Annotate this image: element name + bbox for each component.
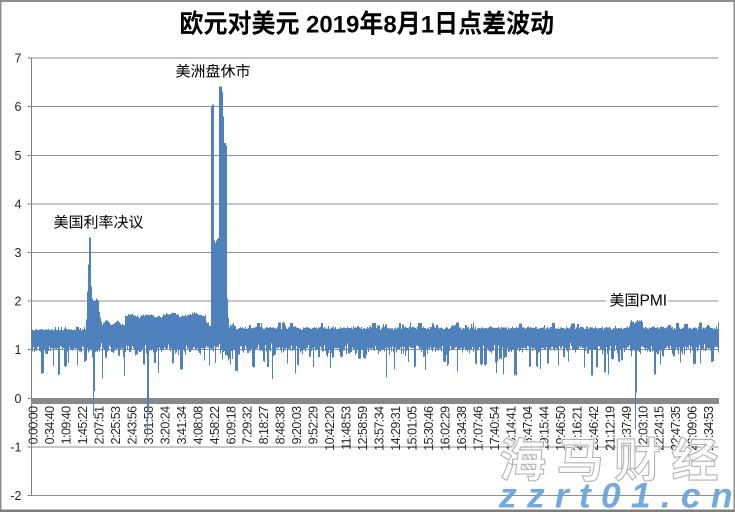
- svg-text:11:48:53: 11:48:53: [340, 406, 354, 450]
- svg-text:15:01:05: 15:01:05: [406, 406, 420, 451]
- svg-text:2019: 2019: [306, 12, 359, 39]
- svg-text:14:29:31: 14:29:31: [389, 406, 403, 451]
- svg-text:6: 6: [15, 100, 22, 114]
- svg-text:zzrt01.cn: zzrt01.cn: [498, 476, 735, 512]
- svg-text:3:01:58: 3:01:58: [142, 406, 156, 444]
- svg-text:2:43:56: 2:43:56: [125, 406, 139, 444]
- svg-text:-1: -1: [10, 440, 21, 454]
- svg-text:10:42:20: 10:42:20: [323, 406, 337, 451]
- svg-text:7:29:32: 7:29:32: [241, 406, 255, 444]
- svg-text:13:57:34: 13:57:34: [373, 406, 387, 451]
- svg-text:3:20:24: 3:20:24: [158, 406, 172, 444]
- svg-text:1:45:22: 1:45:22: [76, 406, 90, 444]
- svg-text:2:07:51: 2:07:51: [92, 406, 106, 444]
- svg-text:-2: -2: [10, 489, 21, 503]
- svg-text:2: 2: [15, 295, 22, 309]
- svg-text:16:34:38: 16:34:38: [455, 406, 469, 451]
- svg-text:7: 7: [15, 52, 22, 66]
- svg-text:17:40:54: 17:40:54: [488, 406, 502, 451]
- svg-text:4:58:22: 4:58:22: [208, 406, 222, 444]
- svg-text:22:03:10: 22:03:10: [636, 406, 650, 451]
- svg-text:1: 1: [15, 343, 22, 357]
- svg-text:8:18:27: 8:18:27: [257, 406, 271, 444]
- svg-text:3:41:34: 3:41:34: [175, 406, 189, 444]
- svg-text:9:20:03: 9:20:03: [290, 406, 304, 444]
- svg-text:16:02:29: 16:02:29: [439, 406, 453, 451]
- svg-text:1:09:40: 1:09:40: [60, 406, 74, 444]
- svg-text:12:58:59: 12:58:59: [356, 406, 370, 451]
- svg-text:8: 8: [383, 12, 396, 39]
- svg-text:0: 0: [15, 392, 22, 406]
- svg-text:6:09:18: 6:09:18: [224, 406, 238, 444]
- svg-text:17:07:46: 17:07:46: [472, 406, 486, 451]
- svg-text:8:48:38: 8:48:38: [274, 406, 288, 444]
- svg-text:5: 5: [15, 149, 22, 163]
- svg-text:1: 1: [421, 12, 434, 39]
- svg-text:0:00:00: 0:00:00: [27, 406, 41, 444]
- svg-text:15:30:46: 15:30:46: [422, 406, 436, 451]
- svg-text:9:52:29: 9:52:29: [307, 406, 321, 444]
- svg-text:PMI: PMI: [640, 293, 668, 310]
- svg-text:3: 3: [15, 246, 22, 260]
- svg-text:2:25:53: 2:25:53: [109, 406, 123, 444]
- svg-text:21:12:19: 21:12:19: [603, 406, 617, 451]
- svg-text:19:15:44: 19:15:44: [537, 406, 551, 451]
- svg-text:22:24:15: 22:24:15: [653, 406, 667, 451]
- svg-text:0:34:40: 0:34:40: [43, 406, 57, 444]
- svg-text:4:08:08: 4:08:08: [191, 406, 205, 444]
- svg-text:4: 4: [15, 197, 22, 211]
